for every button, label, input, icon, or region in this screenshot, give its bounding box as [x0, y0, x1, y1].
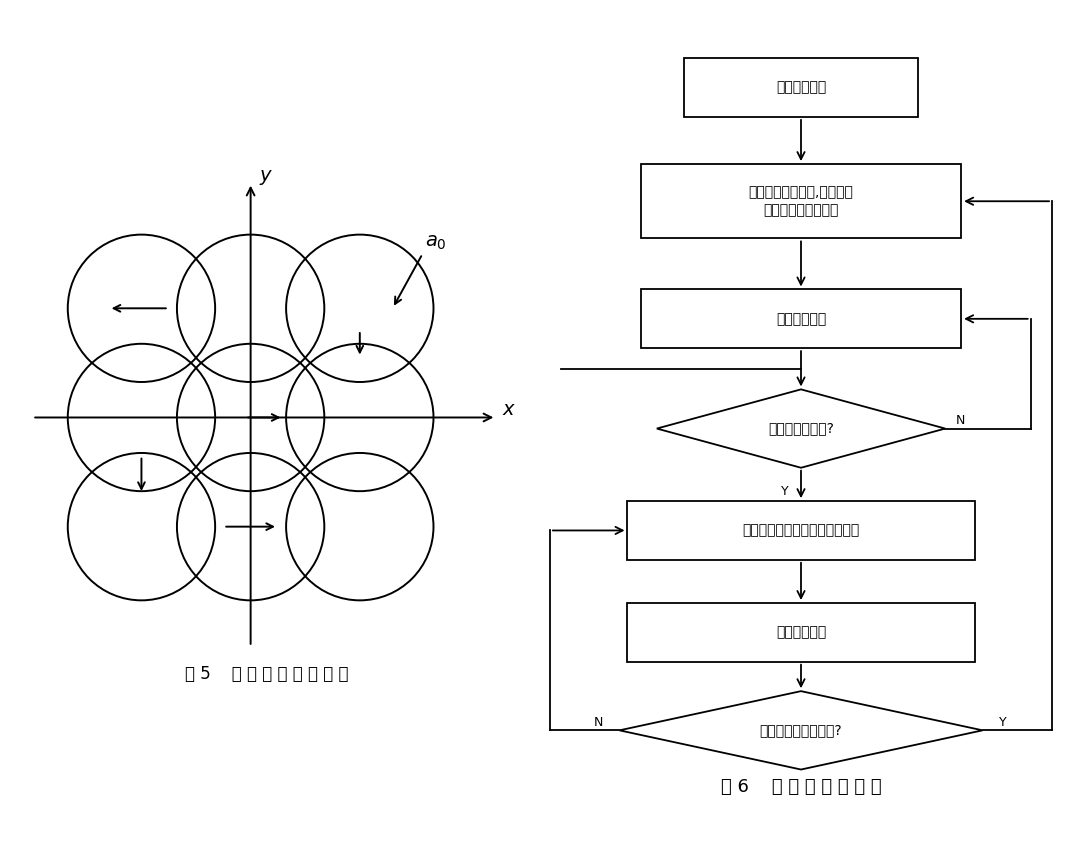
Text: 图 6    整 体 软 件 流 程 图: 图 6 整 体 软 件 流 程 图	[721, 778, 881, 796]
Text: 光斑是否在视场中心?: 光斑是否在视场中心?	[759, 723, 843, 737]
Text: 执行扫描算法: 执行扫描算法	[775, 312, 827, 325]
Text: 显示用户输入界面,提示输入
运行速度和扫描步长: 显示用户输入界面,提示输入 运行速度和扫描步长	[749, 185, 853, 217]
Text: 通过串口获取捕获到的光斑坐标: 通过串口获取捕获到的光斑坐标	[742, 523, 860, 538]
Bar	[628, 501, 974, 560]
Text: $a_0$: $a_0$	[425, 233, 447, 252]
Bar	[684, 58, 918, 117]
Text: Y: Y	[999, 716, 1006, 729]
Text: 主程序初始化: 主程序初始化	[775, 81, 827, 95]
Bar	[641, 164, 961, 239]
Text: $y$: $y$	[258, 168, 273, 187]
Bar	[641, 290, 961, 348]
Text: Y: Y	[781, 485, 789, 498]
Text: N: N	[594, 716, 603, 729]
Bar	[628, 603, 974, 662]
Text: 是否扫描到光斑?: 是否扫描到光斑?	[768, 422, 834, 435]
Text: N: N	[956, 414, 965, 427]
Text: 图 5    光 栅 螺 旋 扫 描 算 法: 图 5 光 栅 螺 旋 扫 描 算 法	[185, 665, 349, 683]
Text: 执行跟踪算法: 执行跟踪算法	[775, 625, 827, 639]
Text: $x$: $x$	[502, 400, 516, 419]
